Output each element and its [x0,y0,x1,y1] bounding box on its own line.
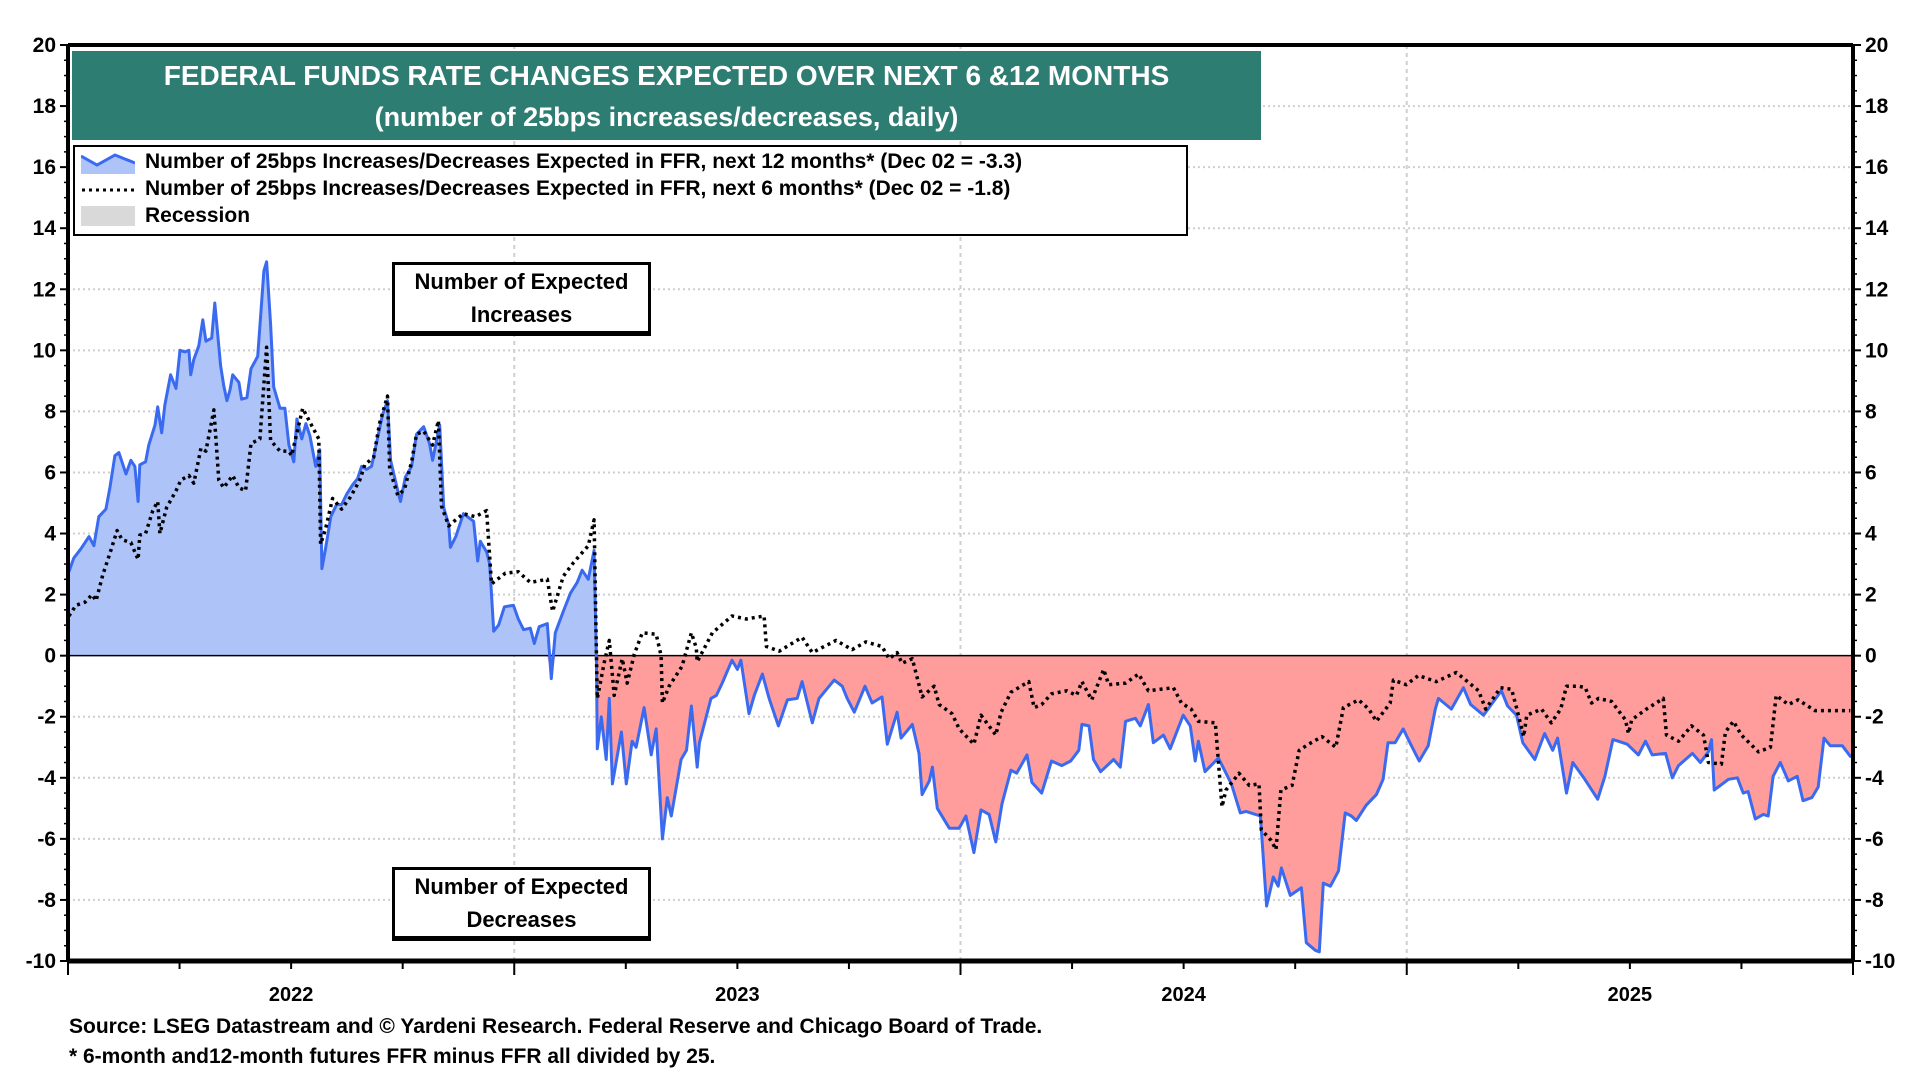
y-tick-label-left: 0 [44,645,56,668]
annotation-decreases-line2: Decreases [466,907,577,932]
y-tick-label-left: 18 [33,95,57,118]
y-tick-label-right: 10 [1865,339,1888,362]
series-12m-line [67,260,1853,954]
dotted-line-icon [81,177,135,201]
y-tick-label-right: -4 [1865,767,1884,790]
blue-area-line-icon [80,150,136,174]
chart-title-box: FEDERAL FUNDS RATE CHANGES EXPECTED OVER… [72,51,1261,140]
y-tick-label-right: -10 [1865,950,1895,973]
y-tick-label-left: 20 [33,34,56,57]
y-tick-label-right: 18 [1865,95,1889,118]
y-tick-label-right: 16 [1865,156,1888,179]
y-tick-label-left: 6 [44,461,56,484]
y-tick-label-left: -2 [37,706,56,729]
y-tick-label-left: 12 [33,278,56,301]
annotation-decreases-line1: Number of Expected [414,874,629,899]
legend-item-6m: Number of 25bps Increases/Decreases Expe… [81,176,1010,202]
annotation-increases-line2: Increases [470,302,573,327]
y-tick-label-left: 16 [33,156,56,179]
x-axis: 2022 2023 2024 2025 [67,961,1854,1006]
area-fills [68,261,1854,952]
legend-label-6m: Number of 25bps Increases/Decreases Expe… [145,177,1011,200]
y-tick-label-left: -8 [37,889,56,912]
y-tick-label-left: 14 [33,217,57,240]
negative-area-fill [68,655,1854,952]
chart-subtitle: (number of 25bps increases/decreases, da… [374,102,959,132]
y-tick-label-right: 2 [1865,584,1877,607]
legend-item-recession: Recession [81,203,250,229]
x-tick-label: 2024 [1161,984,1206,1006]
y-tick-label-right: 12 [1865,278,1888,301]
legend-item-12m: Number of 25bps Increases/Decreases Expe… [80,149,1023,175]
y-tick-label-left: 10 [33,339,56,362]
positive-area-fill [68,261,1854,656]
annotation-decreases: Number of Expected Decreases [392,867,651,941]
y-tick-label-right: -8 [1865,889,1884,912]
y-tick-label-left: -6 [37,828,56,851]
series-lines [67,260,1853,954]
y-tick-label-right: -6 [1865,828,1884,851]
legend: Number of 25bps Increases/Decreases Expe… [73,145,1188,236]
y-tick-label-left: -4 [37,767,56,790]
y-tick-label-right: 6 [1865,461,1877,484]
y-tick-label-right: 20 [1865,34,1888,57]
y-tick-label-left: 8 [44,400,56,423]
x-tick-label: 2023 [715,984,760,1006]
x-tick-label: 2025 [1608,984,1653,1006]
y-tick-label-right: 0 [1865,645,1877,668]
annotation-increases: Number of Expected Increases [392,262,651,336]
y-tick-label-left: 4 [44,523,56,546]
y-tick-label-right: -2 [1865,706,1884,729]
legend-label-12m: Number of 25bps Increases/Decreases Expe… [145,150,1023,173]
annotation-increases-line1: Number of Expected [414,269,629,294]
y-tick-label-left: 2 [44,584,56,607]
source-note: Source: LSEG Datastream and © Yardeni Re… [69,1015,1043,1038]
recession-swatch-icon [81,204,135,228]
y-tick-label-left: -10 [26,950,56,973]
y-tick-label-right: 14 [1865,217,1889,240]
x-tick-label: 2022 [269,984,314,1006]
chart-title: FEDERAL FUNDS RATE CHANGES EXPECTED OVER… [163,60,1170,91]
footnote: * 6-month and12-month futures FFR minus … [69,1045,716,1068]
y-tick-label-right: 8 [1865,400,1877,423]
y-tick-label-right: 4 [1865,523,1877,546]
legend-label-recession: Recession [145,204,251,227]
